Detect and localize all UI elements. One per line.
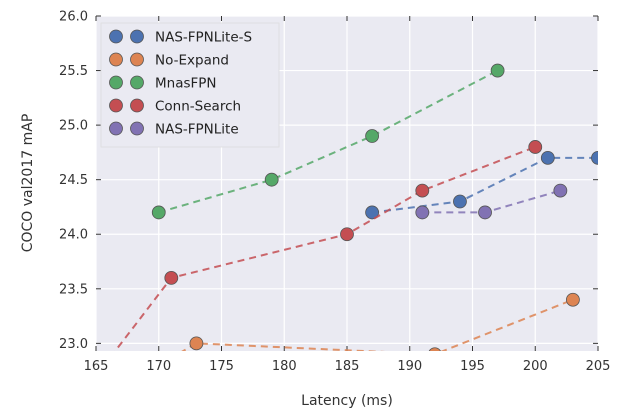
y-tick-label: 24.0 [59, 228, 88, 243]
x-tick-label: 180 [272, 359, 297, 374]
data-point-mnasfpn [264, 172, 279, 187]
x-tick-label: 185 [335, 359, 360, 374]
series-conn-search [113, 140, 543, 351]
series-line-mnasfpn [158, 69, 499, 214]
legend-marker [109, 98, 123, 113]
series-mnasfpn [151, 63, 505, 220]
legend-item-nas-fpnlite: NAS-FPNLite [109, 121, 239, 138]
legend-label: NAS-FPNLite-S [155, 30, 252, 46]
x-tick-label: 165 [84, 359, 109, 374]
x-tick-label: 200 [523, 359, 548, 374]
data-point-nas-fpnlite [415, 205, 430, 220]
data-point-mnasfpn [490, 63, 505, 78]
legend-marker [109, 29, 123, 44]
legend-item-no-expand: No-Expand [109, 52, 229, 69]
legend-marker [130, 29, 144, 44]
series-line-nas-fpnlite-s [371, 156, 598, 214]
data-point-conn-search [528, 140, 543, 154]
data-point-nas-fpnlite-s [453, 194, 467, 209]
legend-label: Conn-Search [155, 99, 241, 115]
data-point-nas-fpnlite-s [540, 150, 555, 165]
legend-item-conn-search: Conn-Search [109, 98, 241, 115]
legend-marker [130, 52, 144, 67]
y-tick-label: 25.5 [59, 64, 88, 79]
tick-marks [95, 15, 599, 351]
x-tick-label: 170 [146, 359, 171, 374]
legend-marker [130, 121, 144, 136]
data-point-no-expand [566, 292, 580, 307]
y-tick-label: 24.5 [59, 173, 88, 188]
data-point-nas-fpnlite-s [365, 205, 380, 220]
y-tick-labels: 23.0 23.5 24.0 24.5 25.0 25.5 26.0 [59, 10, 88, 352]
data-point-mnasfpn [151, 205, 166, 220]
x-tick-label: 195 [460, 359, 485, 374]
series-no-expand [181, 292, 580, 351]
data-point-conn-search [164, 270, 179, 285]
legend-item-mnasfpn: MnasFPN [109, 75, 217, 92]
series-group [113, 63, 598, 351]
series-line-no-expand [181, 298, 574, 351]
x-axis-label: Latency (ms) [301, 393, 393, 409]
y-tick-label: 25.0 [59, 119, 88, 134]
y-tick-label: 23.0 [59, 337, 88, 352]
data-point-nas-fpnlite-s [591, 150, 598, 165]
data-point-no-expand [189, 336, 204, 351]
series-nas-fpnlite [415, 183, 568, 220]
legend-marker [109, 121, 123, 136]
legend-marker [109, 52, 123, 67]
legend-label: NAS-FPNLite [155, 122, 239, 138]
data-point-no-expand [428, 347, 441, 351]
legend: NAS-FPNLite-S No-Expand MnasFPN Conn-Search… [100, 22, 280, 148]
data-point-nas-fpnlite [478, 205, 492, 220]
y-axis-label: COCO val2017 mAP [20, 114, 36, 253]
y-tick-label: 23.5 [59, 282, 88, 297]
x-tick-labels: 165 170 175 180 185 190 195 200 205 [84, 359, 611, 374]
data-point-nas-fpnlite [553, 183, 568, 198]
x-tick-label: 190 [397, 359, 422, 374]
legend-item-nas-fpnlite-s: NAS-FPNLite-S [109, 29, 252, 46]
data-point-mnasfpn [365, 129, 380, 143]
legend-marker [130, 98, 144, 113]
legend-label: No-Expand [155, 53, 229, 69]
x-tick-label: 175 [209, 359, 234, 374]
legend-marker [109, 75, 123, 90]
legend-marker [130, 75, 144, 90]
data-point-conn-search [415, 183, 430, 198]
legend-label: MnasFPN [155, 76, 217, 92]
y-tick-label: 26.0 [59, 10, 88, 25]
x-tick-label: 205 [586, 359, 611, 374]
data-point-conn-search [340, 227, 354, 242]
series-nas-fpnlite-s [365, 150, 598, 220]
